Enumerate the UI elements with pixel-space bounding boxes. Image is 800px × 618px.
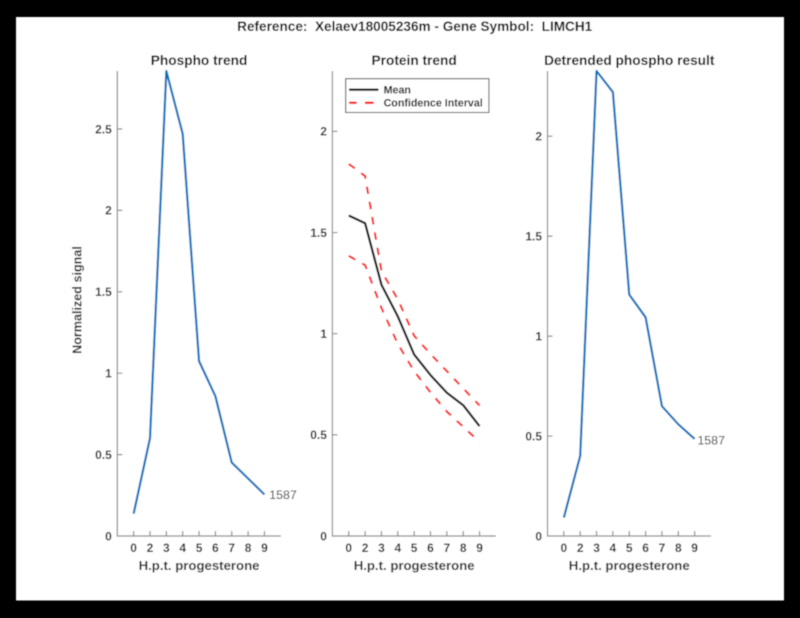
svg-text:3: 3 [163, 541, 170, 555]
svg-text:2: 2 [535, 130, 542, 144]
svg-text:4: 4 [179, 541, 186, 555]
svg-text:0: 0 [320, 529, 327, 543]
svg-text:2: 2 [577, 541, 584, 555]
svg-text:0.5: 0.5 [310, 428, 327, 442]
svg-text:3: 3 [378, 541, 385, 555]
svg-text:5: 5 [626, 541, 633, 555]
svg-text:2.5: 2.5 [95, 122, 112, 136]
svg-text:Protein trend: Protein trend [372, 53, 457, 68]
svg-text:4: 4 [394, 541, 401, 555]
svg-text:H.p.t. progesterone: H.p.t. progesterone [139, 558, 260, 573]
svg-text:9: 9 [476, 541, 483, 555]
svg-text:0: 0 [105, 529, 112, 543]
svg-text:2: 2 [147, 541, 154, 555]
svg-text:1.5: 1.5 [95, 285, 112, 299]
svg-text:2: 2 [320, 125, 327, 139]
svg-text:0: 0 [130, 541, 137, 555]
svg-text:6: 6 [427, 541, 434, 555]
svg-text:9: 9 [691, 541, 698, 555]
svg-text:Phospho trend: Phospho trend [151, 53, 248, 68]
svg-text:Mean: Mean [384, 84, 411, 96]
svg-text:2: 2 [105, 204, 112, 218]
svg-text:Reference: Xelaev18005236m -: Reference: Xelaev18005236m - Gene Symbol… [237, 19, 593, 34]
svg-text:1587: 1587 [269, 488, 297, 502]
svg-text:8: 8 [245, 541, 252, 555]
svg-text:8: 8 [460, 541, 467, 555]
svg-text:6: 6 [212, 541, 219, 555]
svg-text:5: 5 [411, 541, 418, 555]
svg-text:0.5: 0.5 [525, 429, 542, 443]
svg-text:Normalized signal: Normalized signal [71, 246, 85, 354]
svg-text:1: 1 [535, 329, 542, 343]
svg-text:8: 8 [675, 541, 682, 555]
svg-text:H.p.t. progesterone: H.p.t. progesterone [569, 558, 690, 573]
svg-text:Detrended phospho result: Detrended phospho result [544, 53, 715, 68]
svg-text:6: 6 [642, 541, 649, 555]
svg-text:5: 5 [196, 541, 203, 555]
svg-text:9: 9 [261, 541, 268, 555]
svg-text:1.5: 1.5 [310, 226, 327, 240]
svg-text:0: 0 [535, 529, 542, 543]
svg-text:2: 2 [362, 541, 369, 555]
svg-text:3: 3 [593, 541, 600, 555]
svg-text:0.5: 0.5 [95, 448, 112, 462]
svg-text:4: 4 [610, 541, 617, 555]
svg-text:7: 7 [228, 541, 235, 555]
svg-text:7: 7 [659, 541, 666, 555]
svg-text:1587: 1587 [697, 433, 725, 447]
svg-text:0: 0 [345, 541, 352, 555]
svg-text:1.5: 1.5 [525, 229, 542, 243]
svg-text:H.p.t. progesterone: H.p.t. progesterone [354, 558, 475, 573]
svg-text:1: 1 [105, 367, 112, 381]
svg-text:Confidence Interval: Confidence Interval [384, 98, 483, 110]
svg-text:7: 7 [444, 541, 451, 555]
svg-text:1: 1 [320, 327, 327, 341]
svg-text:0: 0 [561, 541, 568, 555]
